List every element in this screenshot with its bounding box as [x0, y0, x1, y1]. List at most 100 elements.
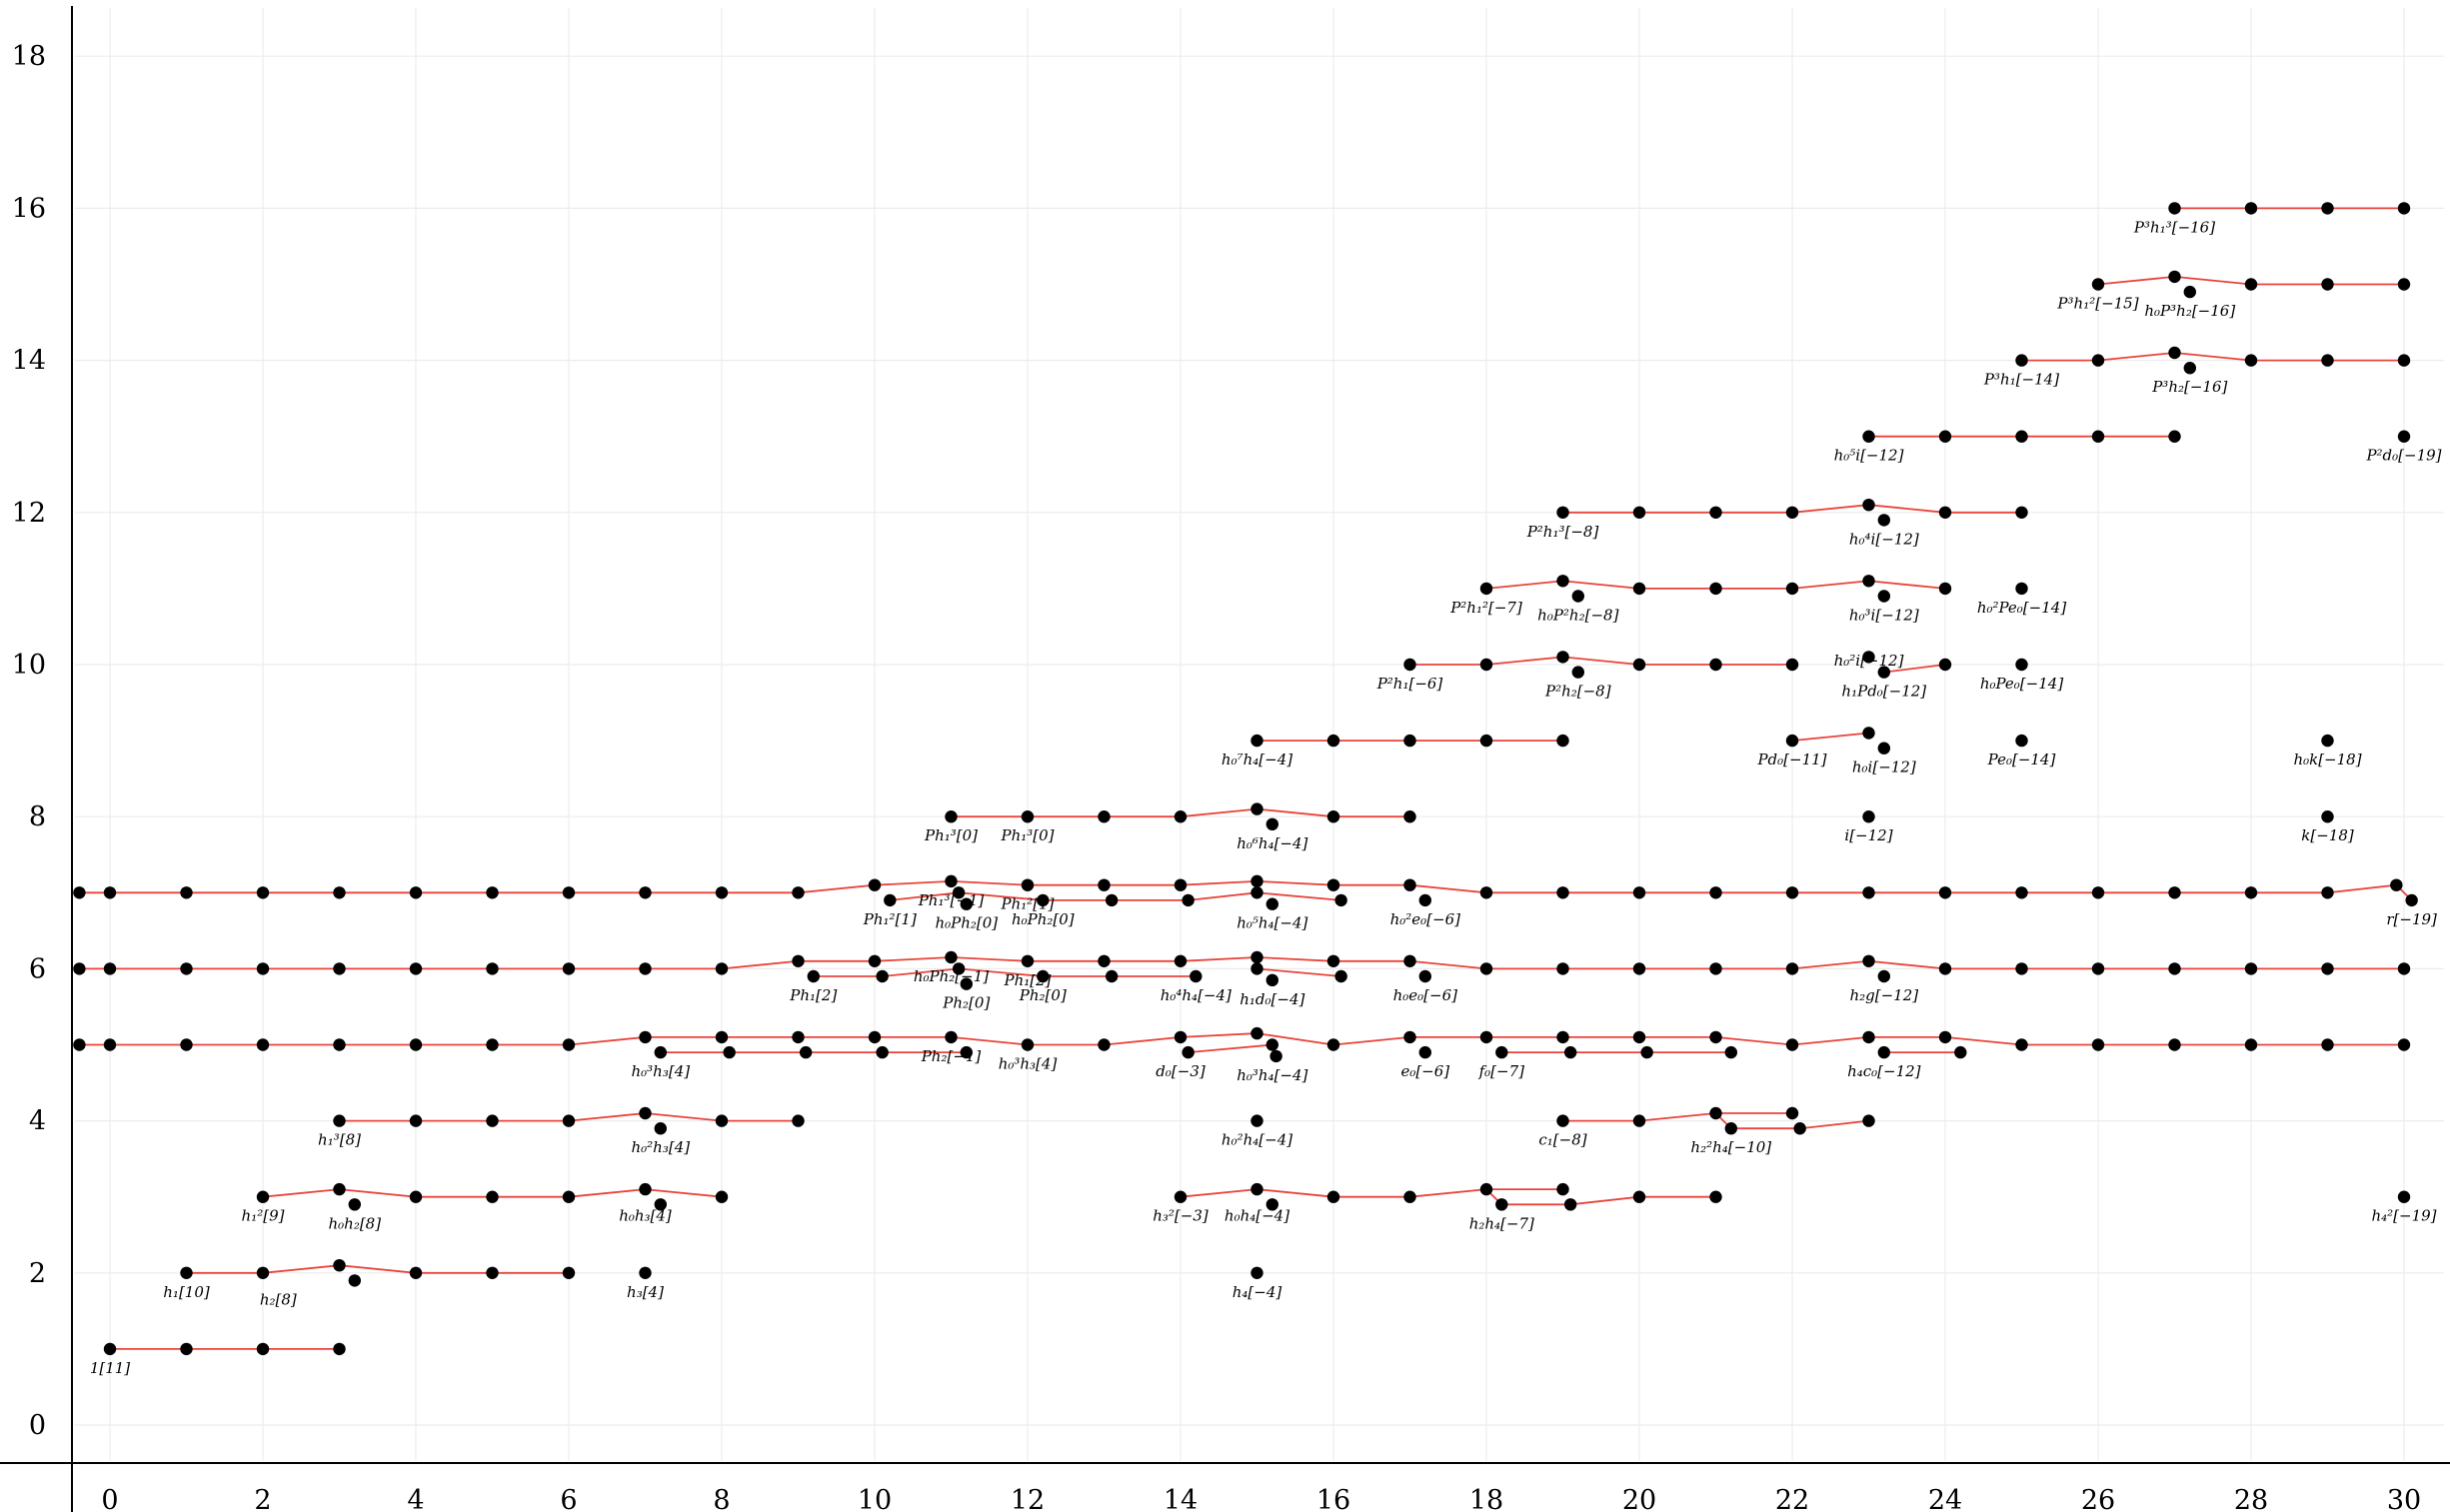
- connector-line: [1180, 1032, 1257, 1038]
- data-point: [1862, 810, 1875, 823]
- connector-line: [1868, 504, 1946, 514]
- data-point: [103, 1342, 117, 1356]
- data-point: [1265, 897, 1279, 910]
- connector-line: [1256, 891, 1341, 901]
- data-point: [486, 1114, 499, 1127]
- data-point: [807, 969, 820, 983]
- data-point: [1938, 506, 1952, 519]
- data-point: [1709, 506, 1722, 519]
- point-label: h₀³h₃[4]: [631, 1062, 690, 1080]
- data-point: [1250, 962, 1263, 975]
- data-point: [2397, 430, 2411, 443]
- connector-line: [339, 1264, 417, 1274]
- connector-line: [1799, 1119, 1869, 1130]
- data-point: [2397, 278, 2411, 291]
- connector-line: [1715, 1035, 1793, 1046]
- connector-line: [882, 967, 960, 977]
- data-point: [2091, 962, 2105, 975]
- data-point: [1571, 590, 1585, 603]
- data-point: [1862, 727, 1875, 740]
- data-point: [1556, 506, 1569, 519]
- data-point: [2321, 354, 2334, 367]
- connector-line: [1332, 1035, 1410, 1046]
- data-point: [2015, 506, 2028, 519]
- connector-line: [1883, 664, 1946, 674]
- data-point: [1862, 575, 1875, 588]
- data-point: [2397, 962, 2411, 975]
- data-point: [73, 962, 86, 975]
- data-point: [2168, 1038, 2181, 1051]
- data-point: [1877, 742, 1891, 755]
- connector-line: [959, 967, 1044, 977]
- data-point: [562, 1114, 576, 1127]
- data-point: [2321, 886, 2334, 899]
- data-point: [1105, 969, 1119, 983]
- data-point: [2015, 734, 2028, 748]
- data-point: [180, 886, 193, 899]
- data-point: [1709, 1030, 1722, 1044]
- data-point: [792, 1114, 805, 1127]
- data-point: [1785, 506, 1799, 519]
- data-point: [1495, 1198, 1508, 1211]
- x-tick-label: 2: [254, 1485, 271, 1512]
- point-label: h₀Pe₀[−14]: [1980, 675, 2063, 693]
- data-point: [256, 962, 270, 975]
- data-point: [1174, 810, 1188, 823]
- connector-line: [721, 959, 799, 970]
- data-point: [1479, 1030, 1493, 1044]
- data-point: [486, 1266, 499, 1280]
- data-point: [1250, 1114, 1263, 1127]
- data-point: [409, 1266, 423, 1280]
- connector-line: [645, 1112, 723, 1122]
- point-label: P³h₁[−14]: [1983, 371, 2059, 389]
- connector-line: [1256, 956, 1334, 962]
- data-point: [1265, 1198, 1279, 1211]
- point-label: h₀⁴h₄[−4]: [1161, 986, 1231, 1004]
- data-point: [1938, 962, 1952, 975]
- data-point: [1174, 1190, 1188, 1203]
- data-point: [1021, 954, 1035, 967]
- data-point: [409, 1038, 423, 1051]
- data-points: [73, 202, 2418, 1356]
- connector-line: [959, 891, 1044, 901]
- point-label: Ph₂[0]: [1019, 986, 1067, 1004]
- data-point: [180, 962, 193, 975]
- data-point: [876, 1045, 889, 1059]
- point-label: Ph₁²[1]: [1000, 895, 1054, 913]
- data-point: [2015, 962, 2028, 975]
- point-label: h₀h₄[−4]: [1225, 1207, 1289, 1225]
- point-label: h₀³i[−12]: [1849, 607, 1919, 625]
- data-point: [1250, 734, 1263, 748]
- data-point: [1182, 1045, 1195, 1059]
- data-point: [1862, 954, 1875, 967]
- connector-line: [1188, 891, 1257, 901]
- data-point: [486, 1190, 499, 1203]
- x-tick-label: 0: [101, 1485, 118, 1512]
- data-point: [1495, 1045, 1508, 1059]
- data-point: [180, 1038, 193, 1051]
- data-point: [868, 1030, 882, 1044]
- data-point: [1418, 893, 1432, 907]
- point-label: h₀²h₄[−4]: [1222, 1131, 1292, 1149]
- connector-line: [1256, 1032, 1334, 1046]
- data-point: [945, 810, 958, 823]
- data-point: [1877, 666, 1891, 679]
- x-tick-label: 26: [2081, 1485, 2115, 1512]
- data-point: [1709, 658, 1722, 672]
- connector-line: [798, 883, 876, 894]
- connector-line: [1791, 580, 1869, 590]
- connector-line: [2097, 275, 2175, 286]
- y-tick-label: 0: [29, 1410, 46, 1441]
- data-point: [1403, 1190, 1416, 1203]
- data-point: [654, 1122, 667, 1135]
- data-point: [1021, 810, 1035, 823]
- point-label: c₁[−8]: [1538, 1131, 1586, 1149]
- data-point: [2390, 878, 2403, 891]
- data-point: [1334, 969, 1347, 983]
- data-point: [1403, 1030, 1416, 1044]
- data-point: [1182, 893, 1195, 907]
- point-label: P³h₁²[−15]: [2056, 295, 2138, 313]
- data-point: [1877, 590, 1891, 603]
